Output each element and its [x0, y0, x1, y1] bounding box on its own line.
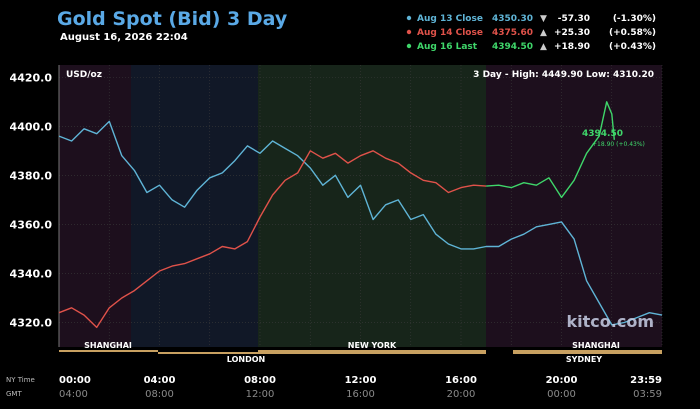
legend-change: +18.90 — [554, 42, 590, 52]
legend-entry: Aug 16 Last 4394.50 ▲ +18.90 (+0.43%) — [406, 42, 656, 52]
session-tint-evening — [486, 65, 662, 347]
x-tick-ny: 16:00 — [445, 375, 477, 386]
legend-value: 4350.30 — [492, 14, 533, 24]
legend-change: +25.30 — [554, 28, 590, 38]
x-tick-gmt: 03:59 — [633, 389, 662, 400]
x-tick-gmt: 20:00 — [447, 389, 476, 400]
session-label: SHANGHAI — [572, 341, 620, 350]
grid — [58, 65, 663, 347]
legend-pct: (-1.30%) — [613, 14, 656, 24]
y-axis: 4320.0 4340.0 4360.0 4380.0 4400.0 4420.0 — [10, 71, 53, 329]
ny-time-label: NY Time — [6, 376, 35, 384]
y-tick-label: 4400.0 — [10, 120, 53, 133]
legend-label: Aug 13 Close — [417, 14, 483, 24]
legend-change: -57.30 — [558, 14, 590, 24]
x-tick-gmt: 16:00 — [346, 389, 375, 400]
chart-title: Gold Spot (Bid) 3 Day — [57, 8, 288, 30]
y-tick-label: 4340.0 — [10, 267, 53, 280]
range-stats: 3 Day - High: 4449.90 Low: 4310.20 — [473, 70, 654, 80]
x-tick-ny: 00:00 — [59, 375, 91, 386]
legend-arrow-icon: ▲ — [540, 28, 547, 38]
session-tint-asia — [131, 65, 258, 347]
gmt-label: GMT — [6, 390, 22, 398]
session-label: NEW YORK — [348, 341, 397, 350]
legend: Aug 13 Close 4350.30 ▼ -57.30 (-1.30%) Aug 14… — [406, 14, 656, 52]
y-tick-label: 4360.0 — [10, 218, 53, 231]
x-tick-ny: 20:00 — [546, 375, 578, 386]
x-tick-ny: 04:00 — [144, 375, 176, 386]
session-tint-early — [59, 65, 131, 347]
legend-dot-icon — [406, 43, 412, 49]
x-tick-gmt: 12:00 — [246, 389, 275, 400]
x-axis: 00:00 04:00 04:00 08:00 08:00 12:00 12:00 16:00… — [59, 375, 662, 400]
session-tint-london-ny — [258, 65, 486, 347]
legend-entry: Aug 14 Close 4375.60 ▲ +25.30 (+0.58%) — [406, 28, 656, 38]
session-label: SHANGHAI — [84, 341, 132, 350]
unit-label: USD/oz — [66, 70, 102, 80]
series-line — [58, 120, 663, 326]
watermark: kitco.com — [567, 312, 654, 331]
y-tick-label: 4320.0 — [10, 316, 53, 329]
session-bars: SHANGHAI NEW YORK SHANGHAI LONDON SYDNEY — [59, 341, 662, 364]
x-tick-ny: 08:00 — [244, 375, 276, 386]
session-label: SYDNEY — [566, 355, 602, 364]
legend-arrow-icon: ▼ — [540, 14, 547, 24]
series-line — [58, 150, 487, 329]
legend-value: 4375.60 — [492, 28, 533, 38]
series-line — [486, 101, 615, 199]
y-tick-label: 4420.0 — [10, 71, 53, 84]
legend-pct: (+0.58%) — [609, 28, 656, 38]
legend-label: Aug 16 Last — [417, 42, 478, 52]
legend-dot-icon — [406, 29, 412, 35]
legend-arrow-icon: ▲ — [540, 42, 547, 52]
last-change-label: +18.90 (+0.43%) — [592, 141, 645, 148]
x-tick-ny: 12:00 — [345, 375, 377, 386]
legend-value: 4394.50 — [492, 42, 533, 52]
legend-entry: Aug 13 Close 4350.30 ▼ -57.30 (-1.30%) — [406, 14, 656, 24]
x-tick-ny: 23:59 — [630, 375, 662, 386]
x-tick-gmt: 04:00 — [59, 389, 88, 400]
x-tick-gmt: 08:00 — [145, 389, 174, 400]
session-label: LONDON — [227, 355, 265, 364]
legend-label: Aug 14 Close — [417, 28, 483, 38]
legend-dot-icon — [406, 15, 412, 21]
y-tick-label: 4380.0 — [10, 169, 53, 182]
last-value-label: 4394.50 — [582, 129, 623, 139]
chart-datetime: August 16, 2026 22:04 — [60, 32, 188, 43]
legend-pct: (+0.43%) — [609, 42, 656, 52]
price-lines — [58, 101, 663, 329]
x-tick-gmt: 00:00 — [547, 389, 576, 400]
